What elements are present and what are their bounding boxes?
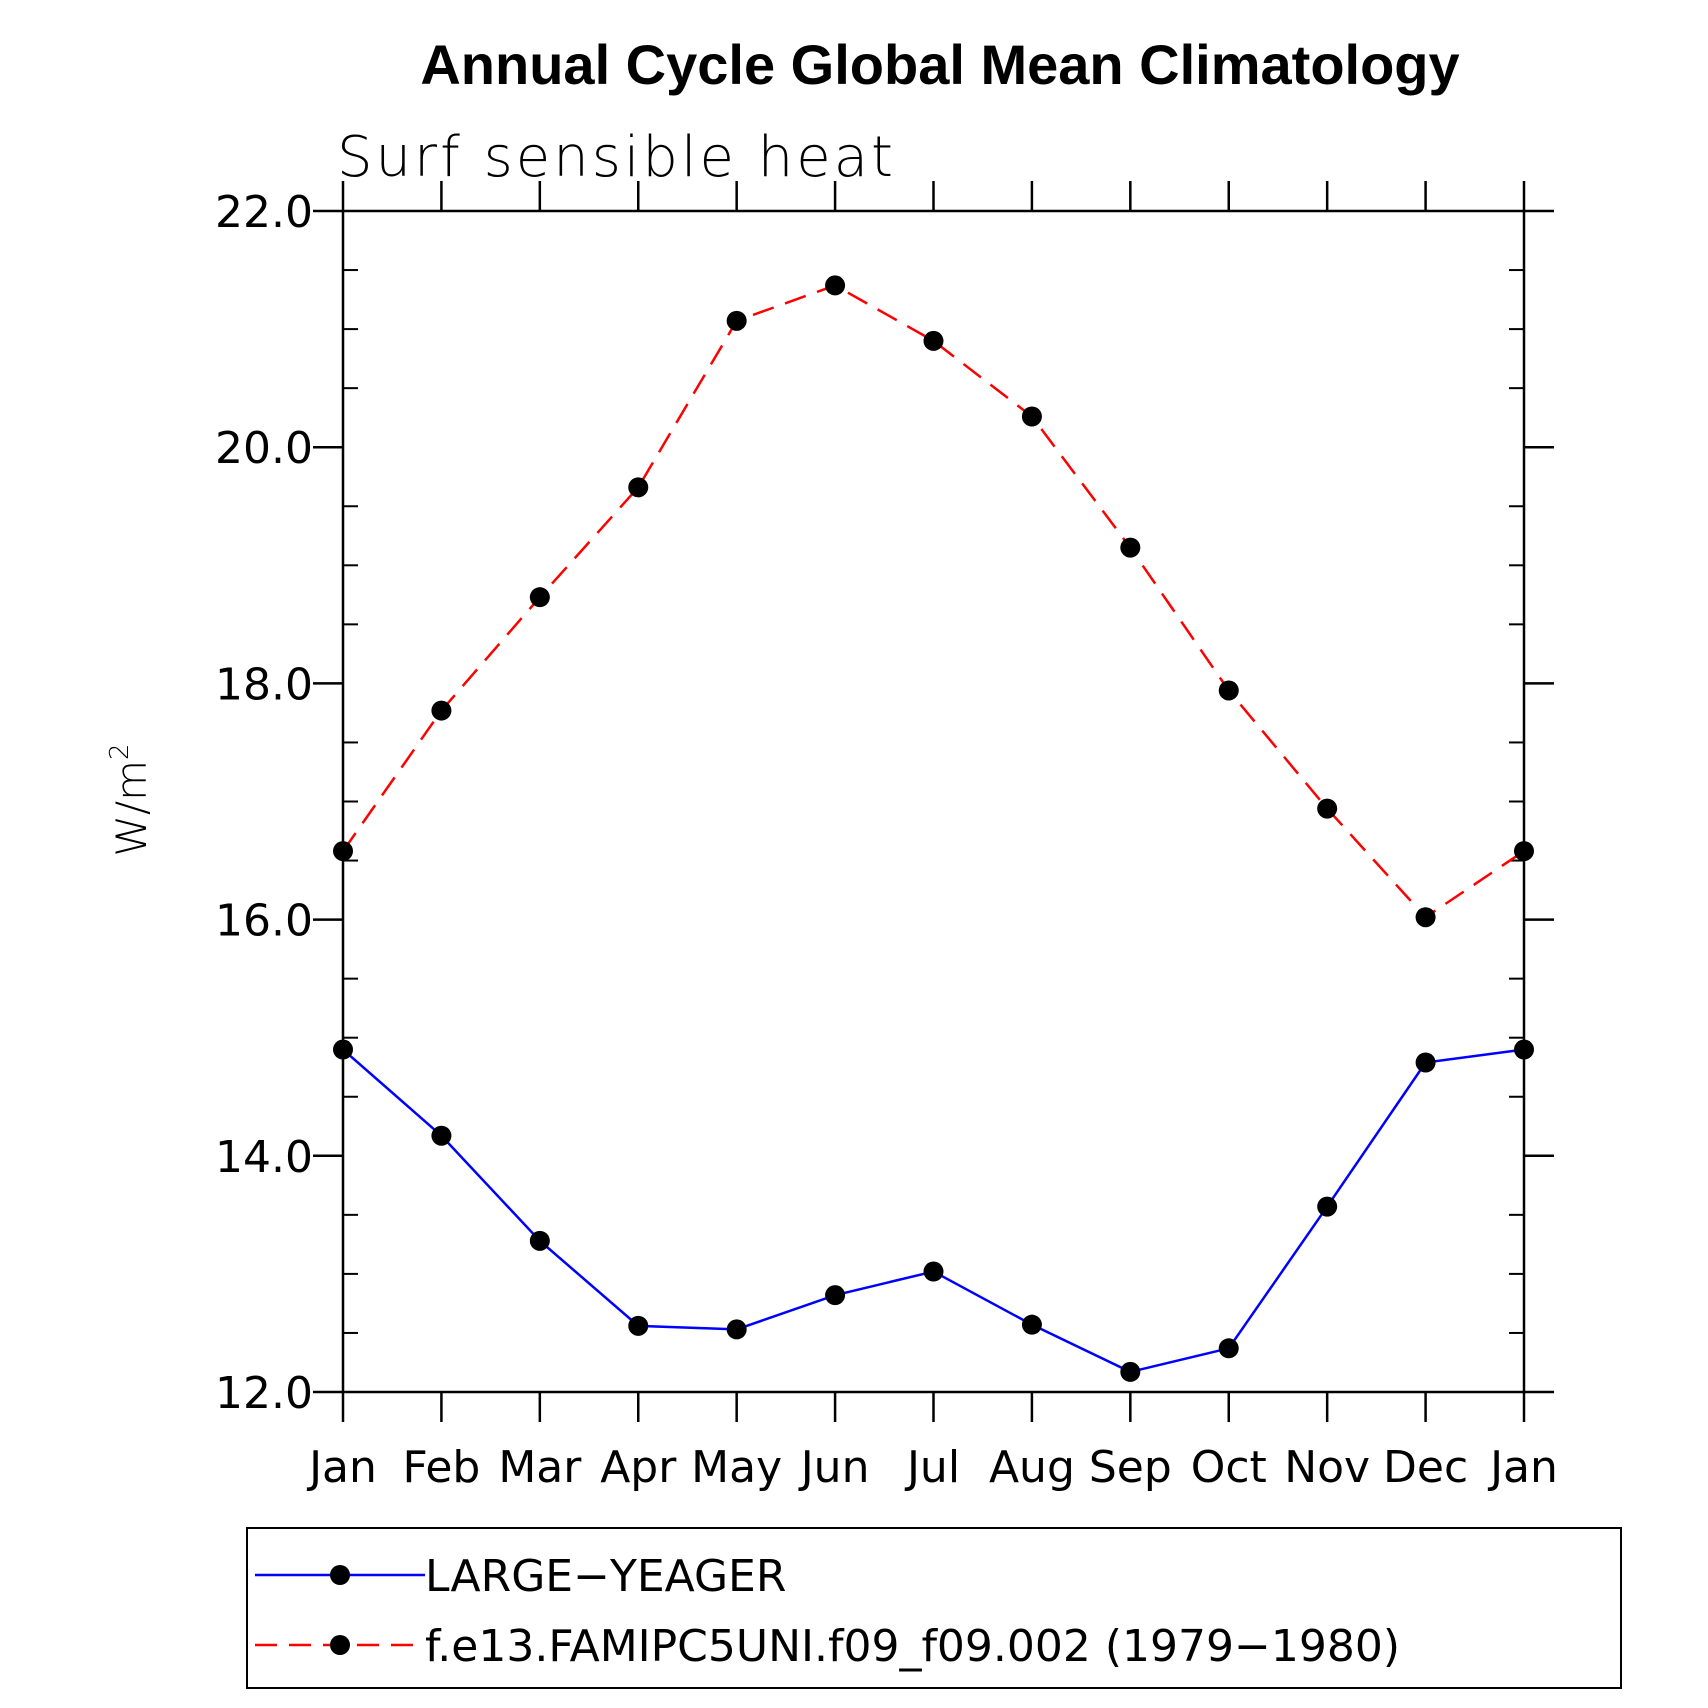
- x-tick-label: Jun: [798, 1442, 870, 1493]
- legend-marker-famip: [330, 1635, 350, 1655]
- x-tick-label: May: [691, 1442, 782, 1493]
- x-tick-label: Sep: [1089, 1442, 1172, 1493]
- series-1-point: [1218, 680, 1239, 701]
- x-tick-label: Dec: [1383, 1442, 1468, 1493]
- series-0-point: [431, 1125, 452, 1146]
- series-1-point: [1317, 798, 1338, 819]
- x-tick-label: Nov: [1284, 1442, 1370, 1493]
- legend-label-large-yeager: LARGE−YEAGER: [425, 1551, 786, 1602]
- series-0-point: [333, 1039, 353, 1060]
- y-tick-label: 18.0: [215, 659, 313, 710]
- legend-label-famip: f.e13.FAMIPC5UNI.f09_f09.002 (1979−1980): [425, 1621, 1400, 1672]
- y-tick-label: 22.0: [215, 187, 313, 238]
- series-1-point: [825, 275, 846, 296]
- x-tick-label: Apr: [600, 1442, 677, 1493]
- series-0-point: [1120, 1361, 1141, 1382]
- series-1-point: [1514, 841, 1534, 862]
- chart-title: Annual Cycle Global Mean Climatology: [420, 33, 1459, 96]
- x-tick-label: Oct: [1191, 1442, 1267, 1493]
- y-tick-label: 12.0: [215, 1368, 313, 1419]
- series-1-point: [628, 477, 649, 498]
- series-1-point: [726, 310, 747, 331]
- x-tick-label: Mar: [498, 1442, 582, 1493]
- x-tick-label: Feb: [402, 1442, 480, 1493]
- chart-subtitle: Surf sensible heat: [337, 125, 896, 190]
- series-0-point: [825, 1285, 846, 1306]
- series-0-point: [726, 1319, 747, 1340]
- series-0-point: [1317, 1196, 1338, 1217]
- legend-box: [246, 1527, 1622, 1689]
- series-0-point: [1514, 1039, 1534, 1060]
- legend-marker-large-yeager: [330, 1565, 350, 1585]
- series-0-point: [628, 1315, 649, 1336]
- series-0-point: [1218, 1338, 1239, 1359]
- series-0-point: [1021, 1314, 1042, 1335]
- y-axis-label: W/m2: [105, 743, 156, 856]
- x-tick-label: Aug: [989, 1442, 1075, 1493]
- series-1-point: [1021, 406, 1042, 427]
- y-tick-label: 14.0: [215, 1132, 313, 1183]
- x-tick-label: Jan: [1487, 1442, 1558, 1493]
- legend: LARGE−YEAGER f.e13.FAMIPC5UNI.f09_f09.00…: [246, 1527, 1622, 1689]
- series-0-point: [923, 1261, 944, 1282]
- series-1-point: [923, 330, 944, 351]
- x-tick-label: Jan: [306, 1442, 377, 1493]
- series-line-1: [341, 284, 1525, 919]
- series-1-point: [333, 841, 353, 862]
- y-tick-label: 16.0: [215, 896, 313, 947]
- series-0-point: [1415, 1052, 1436, 1073]
- series-1-point: [431, 700, 452, 721]
- x-tick-label: Jul: [904, 1442, 960, 1493]
- y-tick-label: 20.0: [215, 423, 313, 474]
- series-1-point: [1415, 907, 1436, 928]
- plot-axes: Jan Feb Mar Apr May Jun Jul Aug Sep Oct Nov Dec Jan 1…: [215, 181, 1558, 1493]
- plot-frame: [341, 209, 1526, 1394]
- series-1-point: [1120, 537, 1141, 558]
- series-layer: [333, 275, 1534, 1382]
- series-0-point: [529, 1230, 550, 1251]
- series-1-point: [529, 587, 550, 608]
- series-line-0: [342, 1048, 1525, 1374]
